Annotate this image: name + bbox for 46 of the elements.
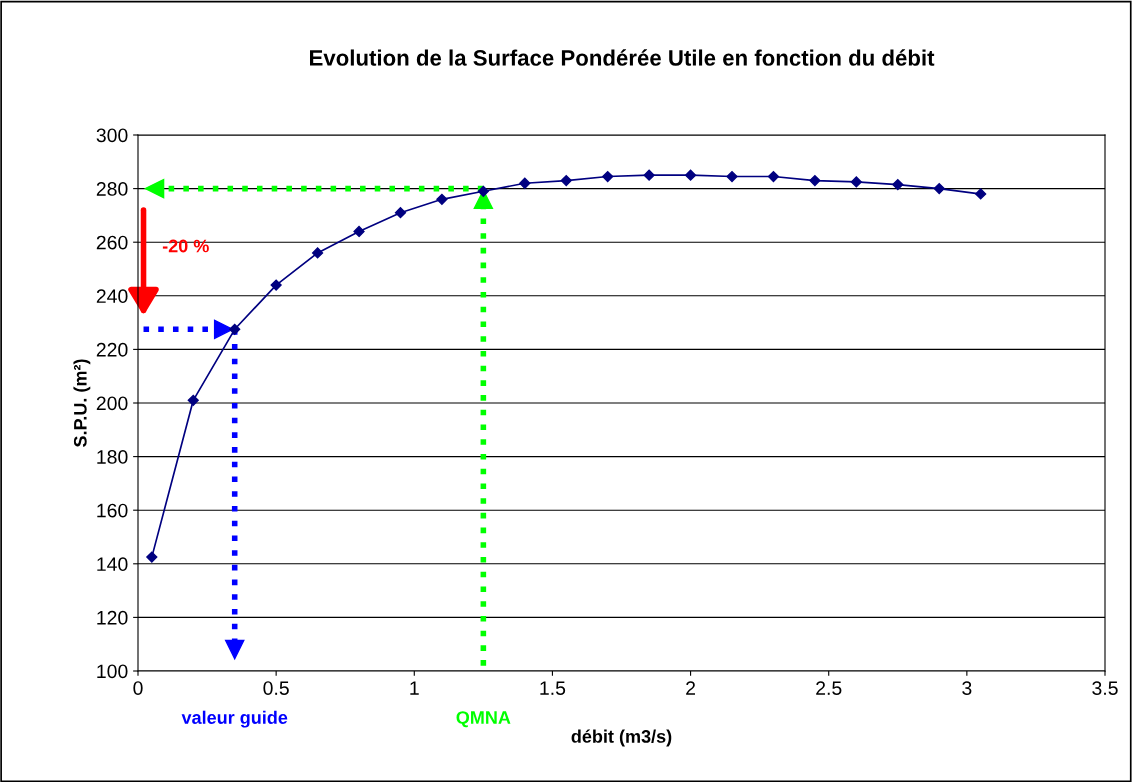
- x-tick-label: 2.5: [816, 681, 842, 695]
- point: [353, 225, 365, 238]
- y-tick-label: 180: [97, 450, 128, 464]
- ref-line-label: valeur guide: [181, 710, 288, 728]
- point: [726, 170, 738, 183]
- x-tick-label: 0.5: [263, 681, 289, 695]
- annotation: -20 %: [162, 239, 209, 253]
- y-tick-label: 300: [96, 128, 128, 143]
- y-tick-label: 240: [96, 289, 128, 304]
- point: [270, 279, 282, 291]
- x-tick-label: 1.5: [540, 681, 566, 695]
- y-tick-label: 100: [97, 664, 128, 679]
- point: [809, 174, 821, 187]
- chart-title: Evolution de la Surface Pondérée Utile en fonction du débit: [310, 49, 935, 66]
- ref-line-label: QMNA: [456, 711, 511, 728]
- y-tick-label: 140: [97, 557, 128, 572]
- point: [933, 182, 945, 195]
- y-tick-label: 280: [96, 182, 128, 196]
- point: [311, 247, 324, 259]
- point: [643, 169, 655, 181]
- x-tick-label: 0: [133, 681, 143, 695]
- y-axis-title: S.P.U. (m²): [73, 359, 91, 447]
- point: [560, 174, 572, 187]
- y-tick-label: 260: [96, 235, 128, 250]
- point: [477, 185, 489, 197]
- point: [892, 178, 904, 191]
- x-tick-label: 1: [410, 681, 419, 695]
- point: [187, 394, 199, 406]
- x-tick-label: 3: [962, 681, 972, 695]
- point: [684, 169, 697, 181]
- point: [850, 176, 862, 188]
- point: [975, 188, 987, 200]
- x-tick-label: 2: [686, 681, 695, 695]
- point: [602, 170, 614, 183]
- y-tick-label: 220: [96, 342, 128, 357]
- point: [436, 193, 448, 205]
- x-tick-label: 3.5: [1092, 681, 1118, 695]
- y-tick-label: 200: [96, 396, 128, 411]
- x-axis-title: débit (m3/s): [571, 729, 672, 747]
- point: [146, 551, 158, 563]
- point: [394, 207, 407, 219]
- y-tick-label: 160: [97, 503, 128, 518]
- point: [519, 177, 531, 189]
- y-tick-label: 120: [97, 610, 128, 625]
- point: [229, 323, 241, 335]
- point: [767, 170, 780, 183]
